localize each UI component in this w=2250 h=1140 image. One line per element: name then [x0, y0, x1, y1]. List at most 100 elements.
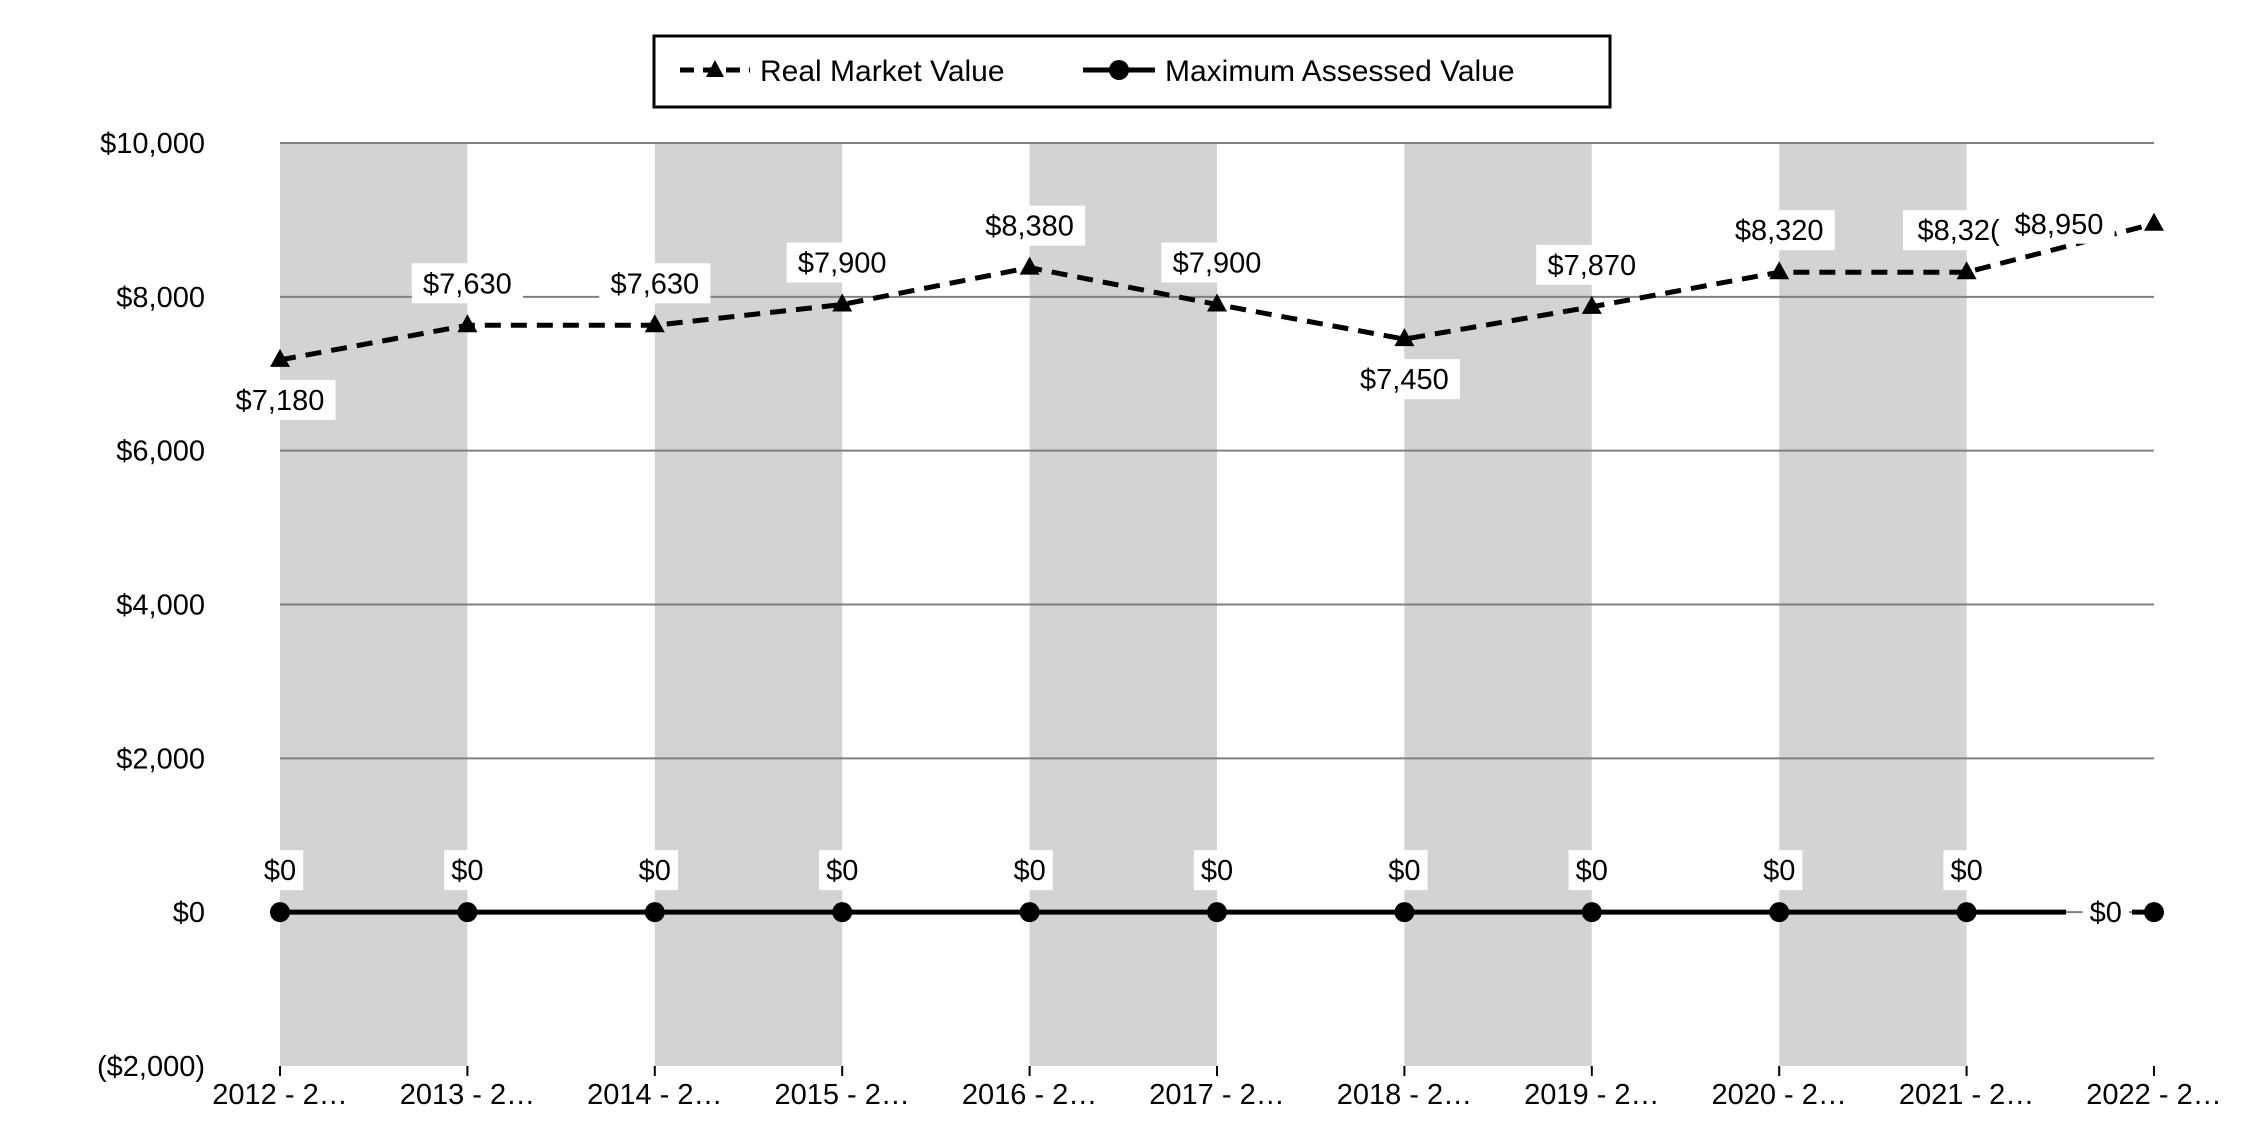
real-market-label: $7,180	[224, 379, 336, 420]
max-assessed-label-text: $0	[826, 855, 858, 887]
max-assessed-label: $0	[2082, 892, 2129, 933]
max-assessed-label-bg	[631, 850, 678, 891]
y-tick-label: $8,000	[116, 282, 205, 314]
max-assessed-label-text: $0	[2090, 897, 2122, 929]
real-market-point	[832, 293, 853, 312]
real-market-label: $8,380	[974, 205, 1086, 246]
max-assessed-label: $0	[631, 850, 678, 891]
max-assessed-label-text: $0	[1763, 855, 1795, 887]
max-assessed-label-bg	[1381, 850, 1428, 891]
max-assessed-label-text: $0	[451, 855, 483, 887]
legend-marker-max-assessed	[1109, 60, 1129, 80]
real-market-point	[457, 314, 478, 333]
y-tick-label: ($2,000)	[97, 1051, 205, 1083]
x-tick-label: 2012 - 2…	[212, 1079, 347, 1111]
real-market-point	[1769, 261, 1790, 280]
real-market-label-bg	[411, 263, 523, 304]
real-market-label-text: $8,950	[2015, 209, 2104, 241]
x-tick-label: 2016 - 2…	[962, 1079, 1097, 1111]
real-market-point	[644, 314, 665, 333]
max-assessed-label-text: $0	[639, 855, 671, 887]
max-assessed-point	[832, 902, 853, 923]
data-labels: $0 $0 $0 $0 $0 $0 $0 $0 $0 $0 $0 $7,180 $7,630 $7,630…	[224, 203, 2129, 933]
max-assessed-label-bg	[1193, 850, 1241, 891]
max-assessed-point	[2144, 902, 2164, 923]
real-market-label-bg	[224, 379, 336, 420]
max-assessed-point	[1207, 902, 1227, 923]
real-market-label: $7,450	[1348, 359, 1460, 400]
max-assessed-point	[1394, 902, 1415, 923]
max-assessed-label-bg	[444, 850, 491, 891]
max-assessed-label: $0	[1006, 850, 1053, 891]
max-assessed-label-text: $0	[1201, 855, 1233, 887]
real-market-label: $7,900	[786, 242, 898, 283]
max-assessed-point	[270, 902, 290, 923]
real-market-label-bg	[786, 242, 898, 283]
real-market-label-text: $7,630	[610, 268, 699, 300]
legend: Real Market Value Maximum Assessed Value	[652, 34, 1612, 109]
real-market-label-text: $7,180	[236, 385, 325, 417]
real-market-label: $7,630	[411, 263, 523, 304]
max-assessed-point	[1769, 902, 1790, 923]
max-assessed-label: $0	[444, 850, 491, 891]
real-market-label-bg	[1161, 242, 1273, 283]
max-assessed-point	[1956, 902, 1977, 923]
y-tick-label: $6,000	[116, 436, 205, 468]
max-assessed-label: $0	[1943, 850, 1990, 891]
max-assessed-label: $0	[819, 850, 866, 891]
real-market-label: $7,630	[599, 263, 711, 304]
real-market-point	[1394, 328, 1415, 347]
max-assessed-label-bg	[1943, 850, 1990, 891]
real-market-label-bg	[1903, 210, 2015, 251]
real-market-label: $8,32(	[1903, 210, 2015, 251]
real-market-label-text: $7,900	[1173, 248, 1262, 280]
real-market-label-text: $8,380	[985, 211, 1074, 243]
real-market-label-text: $8,32(	[1917, 215, 2000, 247]
legend-label-max-assessed: Maximum Assessed Value	[1165, 55, 1515, 88]
max-assessed-label-text: $0	[264, 855, 296, 887]
max-assessed-label-bg	[1006, 850, 1053, 891]
x-axis-ticks: 2012 - 2… 2013 - 2… 2014 - 2… 2015 - 2… 2016…	[212, 1066, 2222, 1111]
max-assessed-label: $0	[1193, 850, 1241, 891]
real-market-label: $8,950	[2003, 203, 2115, 244]
x-tick-label: 2014 - 2…	[587, 1079, 722, 1111]
real-market-point	[270, 348, 290, 367]
real-market-label-bg	[1723, 210, 1835, 251]
real-market-point	[1956, 261, 1977, 280]
max-assessed-label: $0	[1756, 850, 1803, 891]
x-tick-label: 2015 - 2…	[774, 1079, 909, 1111]
real-market-label-bg	[599, 263, 711, 304]
real-market-label: $7,900	[1161, 242, 1273, 283]
max-assessed-label-text: $0	[1576, 855, 1608, 887]
legend-marker-real-market	[706, 60, 724, 77]
real-market-point	[1207, 293, 1227, 312]
real-market-point	[2144, 212, 2164, 231]
max-assessed-point	[644, 902, 665, 923]
max-assessed-point	[1019, 902, 1040, 923]
real-market-label-bg	[2003, 203, 2115, 244]
max-assessed-label: $0	[1381, 850, 1428, 891]
real-market-point	[1581, 295, 1602, 314]
x-tick-label: 2020 - 2…	[1711, 1079, 1846, 1111]
real-market-label: $8,320	[1723, 210, 1835, 251]
x-tick-label: 2019 - 2…	[1524, 1079, 1659, 1111]
max-assessed-point	[457, 902, 478, 923]
y-tick-label: $4,000	[116, 590, 205, 622]
real-market-label-text: $7,870	[1547, 250, 1636, 282]
y-tick-label: $0	[173, 897, 205, 929]
real-market-label-text: $7,900	[798, 248, 887, 280]
max-assessed-label-text: $0	[1013, 855, 1045, 887]
max-assessed-label-bg	[1568, 850, 1615, 891]
real-market-label-bg	[1348, 359, 1460, 400]
real-market-label-text: $8,320	[1735, 215, 1824, 247]
max-assessed-label: $0	[1568, 850, 1615, 891]
legend-label-real-market: Real Market Value	[760, 55, 1005, 88]
y-tick-label: $2,000	[116, 743, 205, 775]
y-tick-label: $10,000	[100, 128, 205, 160]
max-assessed-label-bg	[2082, 892, 2129, 933]
x-tick-label: 2022 - 2…	[2086, 1079, 2221, 1111]
real-market-label-text: $7,630	[423, 268, 512, 300]
max-assessed-label-bg	[256, 850, 304, 891]
x-tick-label: 2018 - 2…	[1337, 1079, 1472, 1111]
